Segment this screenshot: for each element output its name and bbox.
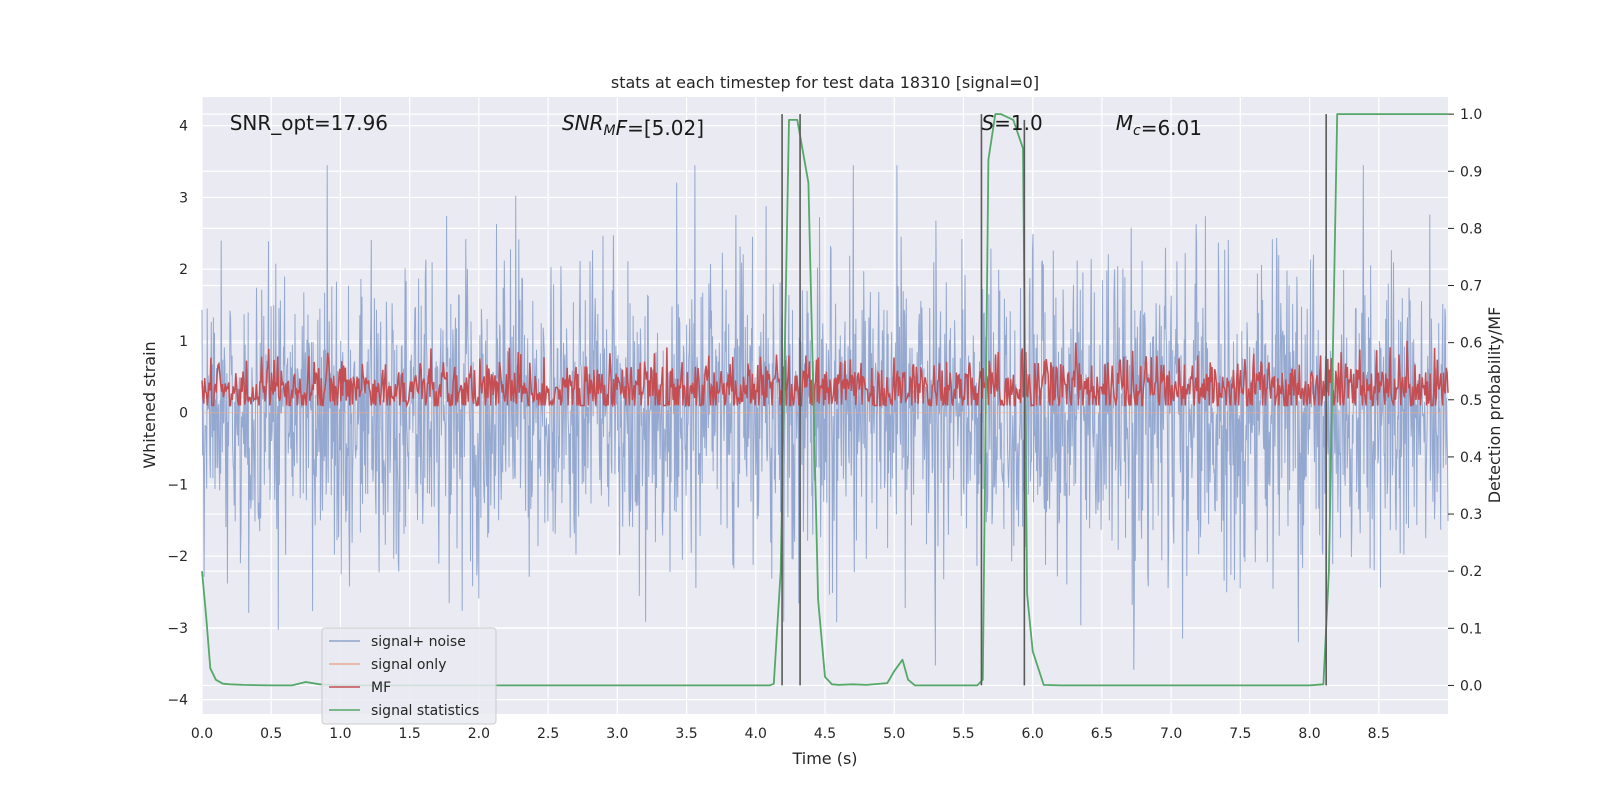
annotation-part: S <box>981 111 994 135</box>
vertical-markers <box>781 114 1327 686</box>
x-tick-label: 3.0 <box>606 726 628 742</box>
annotation-part: c <box>1133 123 1141 139</box>
y-tick-label: 4 <box>179 119 188 135</box>
x-tick-label: 7.0 <box>1160 726 1182 742</box>
legend-label-signal-noise: signal+ noise <box>371 634 466 650</box>
y2-tick-label: 0.9 <box>1460 164 1482 180</box>
x-tick-label: 0.0 <box>191 726 213 742</box>
x-tick-label: 5.0 <box>883 726 905 742</box>
x-tick-label: 2.0 <box>468 726 490 742</box>
y2-tick-label: 0.8 <box>1460 221 1482 237</box>
axis-ticks: 0.0 0.5 1.0 1.5 2.0 2.5 3.0 3.5 4.0 4.5 5.0 5.5 6.0 6… <box>167 107 1482 742</box>
annotation-part: F <box>616 116 628 140</box>
y-tick-label: 1 <box>179 334 188 350</box>
y-tick-label: 2 <box>179 262 188 278</box>
x-tick-label: 4.0 <box>745 726 767 742</box>
annotation-part: M <box>1116 111 1133 135</box>
annotation-part: =1.0 <box>994 111 1043 135</box>
legend-label-signal-statistics: signal statistics <box>371 703 479 719</box>
legend: signal+ noise signal only MF signal stat… <box>321 627 497 725</box>
y2-tick-label: 0.2 <box>1460 564 1482 580</box>
x-tick-label: 1.0 <box>329 726 351 742</box>
annotation-part: =6.01 <box>1141 116 1202 140</box>
y2-tick-label: 0.6 <box>1460 336 1482 352</box>
series-layer <box>201 113 1449 687</box>
y2-tick-label: 0.7 <box>1460 279 1482 295</box>
y2-axis-label: Detection probability/MF <box>1485 307 1504 504</box>
annotation-part: SNR <box>562 111 604 135</box>
x-tick-label: 7.5 <box>1229 726 1251 742</box>
chart-title: stats at each timestep for test data 183… <box>611 73 1039 92</box>
stat-annotation: SNRMF=[5.02] <box>562 111 704 140</box>
y2-tick-label: 0.1 <box>1460 621 1482 637</box>
y2-tick-label: 0.3 <box>1460 507 1482 523</box>
y-tick-label: −2 <box>167 549 188 565</box>
y2-tick-label: 1.0 <box>1460 107 1482 123</box>
y2-tick-label: 0.0 <box>1460 678 1482 694</box>
x-tick-label: 8.0 <box>1298 726 1320 742</box>
annotation-part: SNR_opt=17.96 <box>230 111 388 135</box>
annotations: SNR_opt=17.96 SNRMF=[5.02] S=1.0 Mc=6.01 <box>230 111 1202 140</box>
x-tick-label: 1.5 <box>399 726 421 742</box>
y-tick-label: −3 <box>167 621 188 637</box>
annotation-part: M <box>604 123 616 139</box>
y-tick-label: 0 <box>179 406 188 422</box>
stat-annotation: SNR_opt=17.96 <box>230 111 388 135</box>
series-signal-noise-line <box>201 165 1449 670</box>
x-tick-label: 4.5 <box>814 726 836 742</box>
stat-annotation: Mc=6.01 <box>1116 111 1202 140</box>
x-tick-label: 6.0 <box>1022 726 1044 742</box>
y-axis-label: Whitened strain <box>140 341 159 468</box>
x-tick-label: 5.5 <box>952 726 974 742</box>
x-tick-label: 8.5 <box>1368 726 1390 742</box>
x-axis-label: Time (s) <box>791 749 857 768</box>
legend-label-signal-only: signal only <box>371 657 446 673</box>
x-tick-label: 0.5 <box>260 726 282 742</box>
series-mf-line <box>201 340 1449 409</box>
x-tick-label: 6.5 <box>1091 726 1113 742</box>
x-tick-label: 2.5 <box>537 726 559 742</box>
y-tick-label: −4 <box>167 693 188 709</box>
series-signal-statistics-line <box>201 113 1448 687</box>
y-tick-label: 3 <box>179 190 188 206</box>
annotation-part: =[5.02] <box>627 116 704 140</box>
legend-label-mf: MF <box>371 680 391 696</box>
x-tick-label: 3.5 <box>675 726 697 742</box>
y2-tick-label: 0.4 <box>1460 450 1482 466</box>
stat-annotation: S=1.0 <box>981 111 1042 135</box>
legend-box <box>321 627 497 725</box>
y-tick-label: −1 <box>167 477 188 493</box>
y2-tick-label: 0.5 <box>1460 393 1482 409</box>
